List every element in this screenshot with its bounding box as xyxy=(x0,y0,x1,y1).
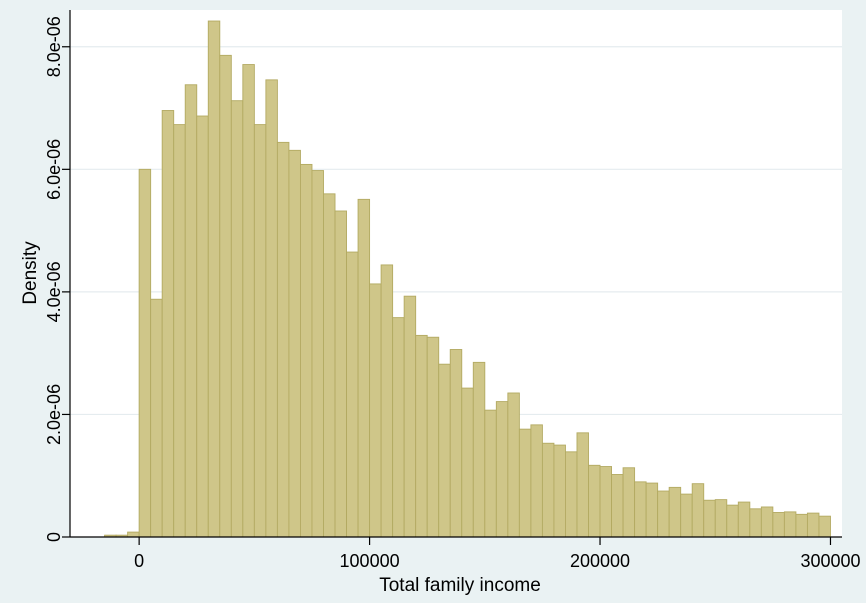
histogram-bar xyxy=(760,506,774,538)
histogram-bar xyxy=(691,483,705,538)
histogram-bar xyxy=(265,79,278,538)
histogram-bar xyxy=(127,531,140,538)
histogram-bar xyxy=(311,170,324,538)
x-axis-title: Total family income xyxy=(379,575,541,596)
histogram-bar xyxy=(703,499,716,538)
histogram-bar xyxy=(783,511,797,538)
axes: 0 2.0e-06 4.0e-06 6.0e-06 8.0e-06 0 100000 2000… xyxy=(44,10,861,571)
histogram-bar xyxy=(449,349,463,538)
histogram-bar xyxy=(657,490,670,538)
histogram-bar xyxy=(818,515,831,538)
y-tick-label: 8.0e-06 xyxy=(44,16,64,77)
histogram-bar xyxy=(576,432,589,538)
histogram-bar xyxy=(323,193,336,538)
histogram-bar xyxy=(150,298,163,538)
histogram-bar xyxy=(357,198,371,538)
histogram-bar xyxy=(565,451,578,538)
histogram-bar xyxy=(680,493,693,538)
histogram-bar xyxy=(426,336,440,538)
histogram-bar xyxy=(403,295,417,538)
y-axis-title: Density xyxy=(20,241,41,305)
histogram-bar xyxy=(714,499,728,538)
histogram-bar xyxy=(795,513,808,538)
histogram-bar xyxy=(484,409,497,538)
histogram-bar xyxy=(737,501,751,538)
histogram-bar xyxy=(461,387,474,538)
histogram-bar xyxy=(276,141,290,538)
histogram-bar xyxy=(518,428,532,538)
histogram-bar xyxy=(138,168,152,538)
y-tick-label: 4.0e-06 xyxy=(44,261,64,322)
histogram-bar xyxy=(288,149,301,538)
y-tick-label: 6.0e-06 xyxy=(44,139,64,200)
histogram-bar xyxy=(184,84,198,538)
histogram-bar xyxy=(495,401,509,538)
histogram-bar xyxy=(415,334,428,538)
histogram-bar xyxy=(472,361,486,538)
y-tick-label: 0 xyxy=(44,532,64,542)
histogram-bar xyxy=(207,20,221,538)
histogram-bar xyxy=(346,251,359,538)
histogram-bar xyxy=(668,486,682,538)
histogram-bar xyxy=(553,444,566,538)
histogram-bar xyxy=(611,474,624,538)
histogram-bar xyxy=(541,442,555,538)
histogram-bar xyxy=(507,392,520,538)
histogram-bar xyxy=(622,467,636,538)
histogram-bar xyxy=(334,210,347,538)
histogram-bar xyxy=(253,124,267,538)
histogram-bar xyxy=(230,100,244,538)
histogram-bar xyxy=(369,283,382,538)
histogram-bar xyxy=(806,512,820,538)
histogram-bar xyxy=(173,124,186,538)
x-tick-label: 100000 xyxy=(340,551,400,571)
histogram-bar xyxy=(219,54,232,538)
x-tick-label: 200000 xyxy=(570,551,630,571)
y-tick-label: 2.0e-06 xyxy=(44,384,64,445)
bars xyxy=(104,20,831,538)
histogram-bar xyxy=(530,424,543,538)
x-tick-label: 300000 xyxy=(800,551,860,571)
histogram-bar xyxy=(599,466,613,538)
histogram-bar xyxy=(242,64,255,538)
histogram-bar xyxy=(196,115,209,538)
histogram-bar xyxy=(299,163,313,538)
histogram-bar xyxy=(634,481,647,538)
histogram-bar xyxy=(588,464,601,538)
histogram-bar xyxy=(772,512,785,538)
histogram-bar xyxy=(380,264,394,538)
histogram-bar xyxy=(749,508,762,538)
histogram-bar xyxy=(645,482,659,538)
histogram-bar xyxy=(726,504,739,538)
histogram-bar xyxy=(161,110,175,538)
x-tick-label: 0 xyxy=(134,551,144,571)
histogram-bar xyxy=(438,363,451,538)
histogram-bar xyxy=(392,317,405,538)
